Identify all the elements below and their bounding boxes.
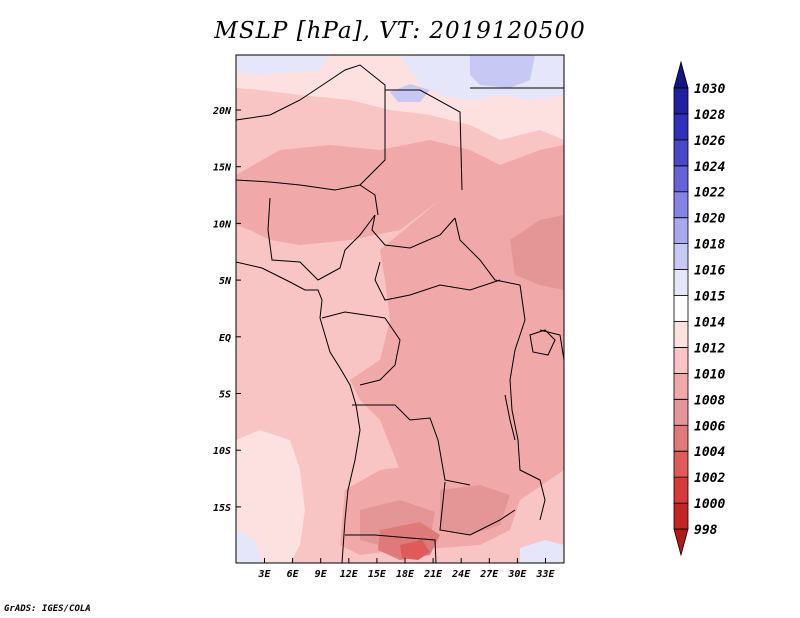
border-car-drc <box>374 261 501 301</box>
field-1008-southeast <box>440 485 510 535</box>
border-chad-car <box>371 214 456 249</box>
pressure-field <box>236 55 564 563</box>
colorbar-label: 1024 <box>694 160 725 175</box>
colorbar-segment <box>673 476 689 504</box>
colorbar-label: 1010 <box>694 367 725 382</box>
border-niger-chad <box>235 179 379 216</box>
y-tick-label: 10N <box>213 219 232 230</box>
colorbar-label: 1006 <box>694 419 725 434</box>
y-tick-label: 15N <box>213 163 232 174</box>
x-tick-label: 27E <box>479 569 499 580</box>
field-1014-southwest <box>236 430 305 563</box>
colorbar-label: 1018 <box>694 238 725 253</box>
colorbar-label: 1022 <box>694 186 725 201</box>
colorbar-label: 1012 <box>694 341 725 356</box>
colorbar-segment <box>673 502 689 530</box>
colorbar-segment <box>673 191 689 219</box>
border-nigeria <box>267 197 376 281</box>
border-congo <box>359 317 401 386</box>
field-1016-southwest <box>236 530 262 563</box>
y-axis: 20N 15N 10N 5N EQ 5S 10S 15S <box>212 106 241 514</box>
y-tick-label: EQ <box>219 333 231 344</box>
border-zambia <box>439 481 516 536</box>
border-drc-angola <box>352 404 471 486</box>
border-libya-egypt-sudan <box>385 89 463 191</box>
grads-credit: GrADS: IGES/COLA <box>4 604 91 614</box>
colorbar-segment <box>673 450 689 478</box>
colorbar-segment <box>673 398 689 426</box>
x-tick-label: 9E <box>315 569 328 580</box>
x-axis: 3E 6E 9E 12E 15E 18E 21E 24E 27E 30E 33E <box>257 558 556 580</box>
colorbar-label: 1004 <box>694 445 725 460</box>
colorbar-label: 1002 <box>694 471 725 486</box>
colorbar-segment <box>673 372 689 400</box>
colorbar-label: 1020 <box>694 212 725 227</box>
colorbar-label: 1008 <box>694 393 725 408</box>
x-tick-label: 21E <box>423 569 443 580</box>
colorbar-label: 1000 <box>694 497 725 512</box>
colorbar-segment <box>673 424 689 452</box>
colorbar-label: 1014 <box>694 315 725 330</box>
field-1004-south <box>400 540 430 560</box>
colorbar-label: 998 <box>694 523 718 538</box>
field-1010-north <box>236 140 564 245</box>
field-1008-east <box>510 215 564 290</box>
x-tick-label: 30E <box>507 569 527 580</box>
colorbar: 998 1000 1002 1004 1006 1008 1010 1012 1014 1015 1… <box>673 60 725 557</box>
x-tick-label: 3E <box>257 569 271 580</box>
colorbar-segment <box>673 113 689 141</box>
border-cameroon-gabon <box>321 311 386 319</box>
lake-victoria <box>529 329 556 356</box>
field-1018-north-center <box>390 84 430 102</box>
x-tick-label: 33E <box>535 569 555 580</box>
colorbar-segment <box>673 347 689 374</box>
y-tick-label: 20N <box>212 106 232 117</box>
colorbar-label: 1016 <box>694 264 725 279</box>
x-tick-label: 12E <box>340 569 359 580</box>
field-1010-central <box>350 200 564 500</box>
colorbar-segment <box>673 243 689 270</box>
y-tick-label: 10S <box>213 446 231 457</box>
country-borders <box>235 64 565 564</box>
colorbar-segment <box>673 295 689 322</box>
colorbar-label: 1015 <box>694 290 725 305</box>
border-algeria-libya <box>235 64 386 186</box>
x-tick-label: 24E <box>451 569 471 580</box>
map-title: MSLP [hPa], VT: 2019120500 <box>214 18 586 44</box>
colorbar-label: 1030 <box>694 82 725 97</box>
field-1016-north-west <box>236 55 330 75</box>
lake-tanganyika <box>504 394 516 441</box>
colorbar-segment <box>673 269 689 296</box>
x-tick-label: 18E <box>396 569 415 580</box>
border-sudan <box>454 217 521 286</box>
colorbar-segment <box>673 87 689 115</box>
colorbar-segment <box>673 528 689 557</box>
border-east-africa <box>509 284 546 521</box>
border-angola-namibia <box>345 534 437 564</box>
y-tick-label: 15S <box>213 503 231 514</box>
colorbar-segment <box>673 217 689 245</box>
colorbar-segment <box>673 139 689 167</box>
field-1016-southeast <box>520 540 564 563</box>
colorbar-segment <box>673 321 689 348</box>
field-1018-north-east <box>470 55 535 88</box>
colorbar-segment <box>673 60 689 89</box>
colorbar-segment <box>673 165 689 193</box>
y-tick-label: 5N <box>219 276 232 287</box>
colorbar-label: 1028 <box>694 108 725 123</box>
coastline-west-africa <box>235 261 361 564</box>
colorbar-label: 1026 <box>694 134 725 149</box>
x-tick-label: 6E <box>287 569 300 580</box>
x-tick-label: 15E <box>368 569 387 580</box>
y-tick-label: 5S <box>219 390 231 401</box>
map-frame <box>235 54 565 564</box>
